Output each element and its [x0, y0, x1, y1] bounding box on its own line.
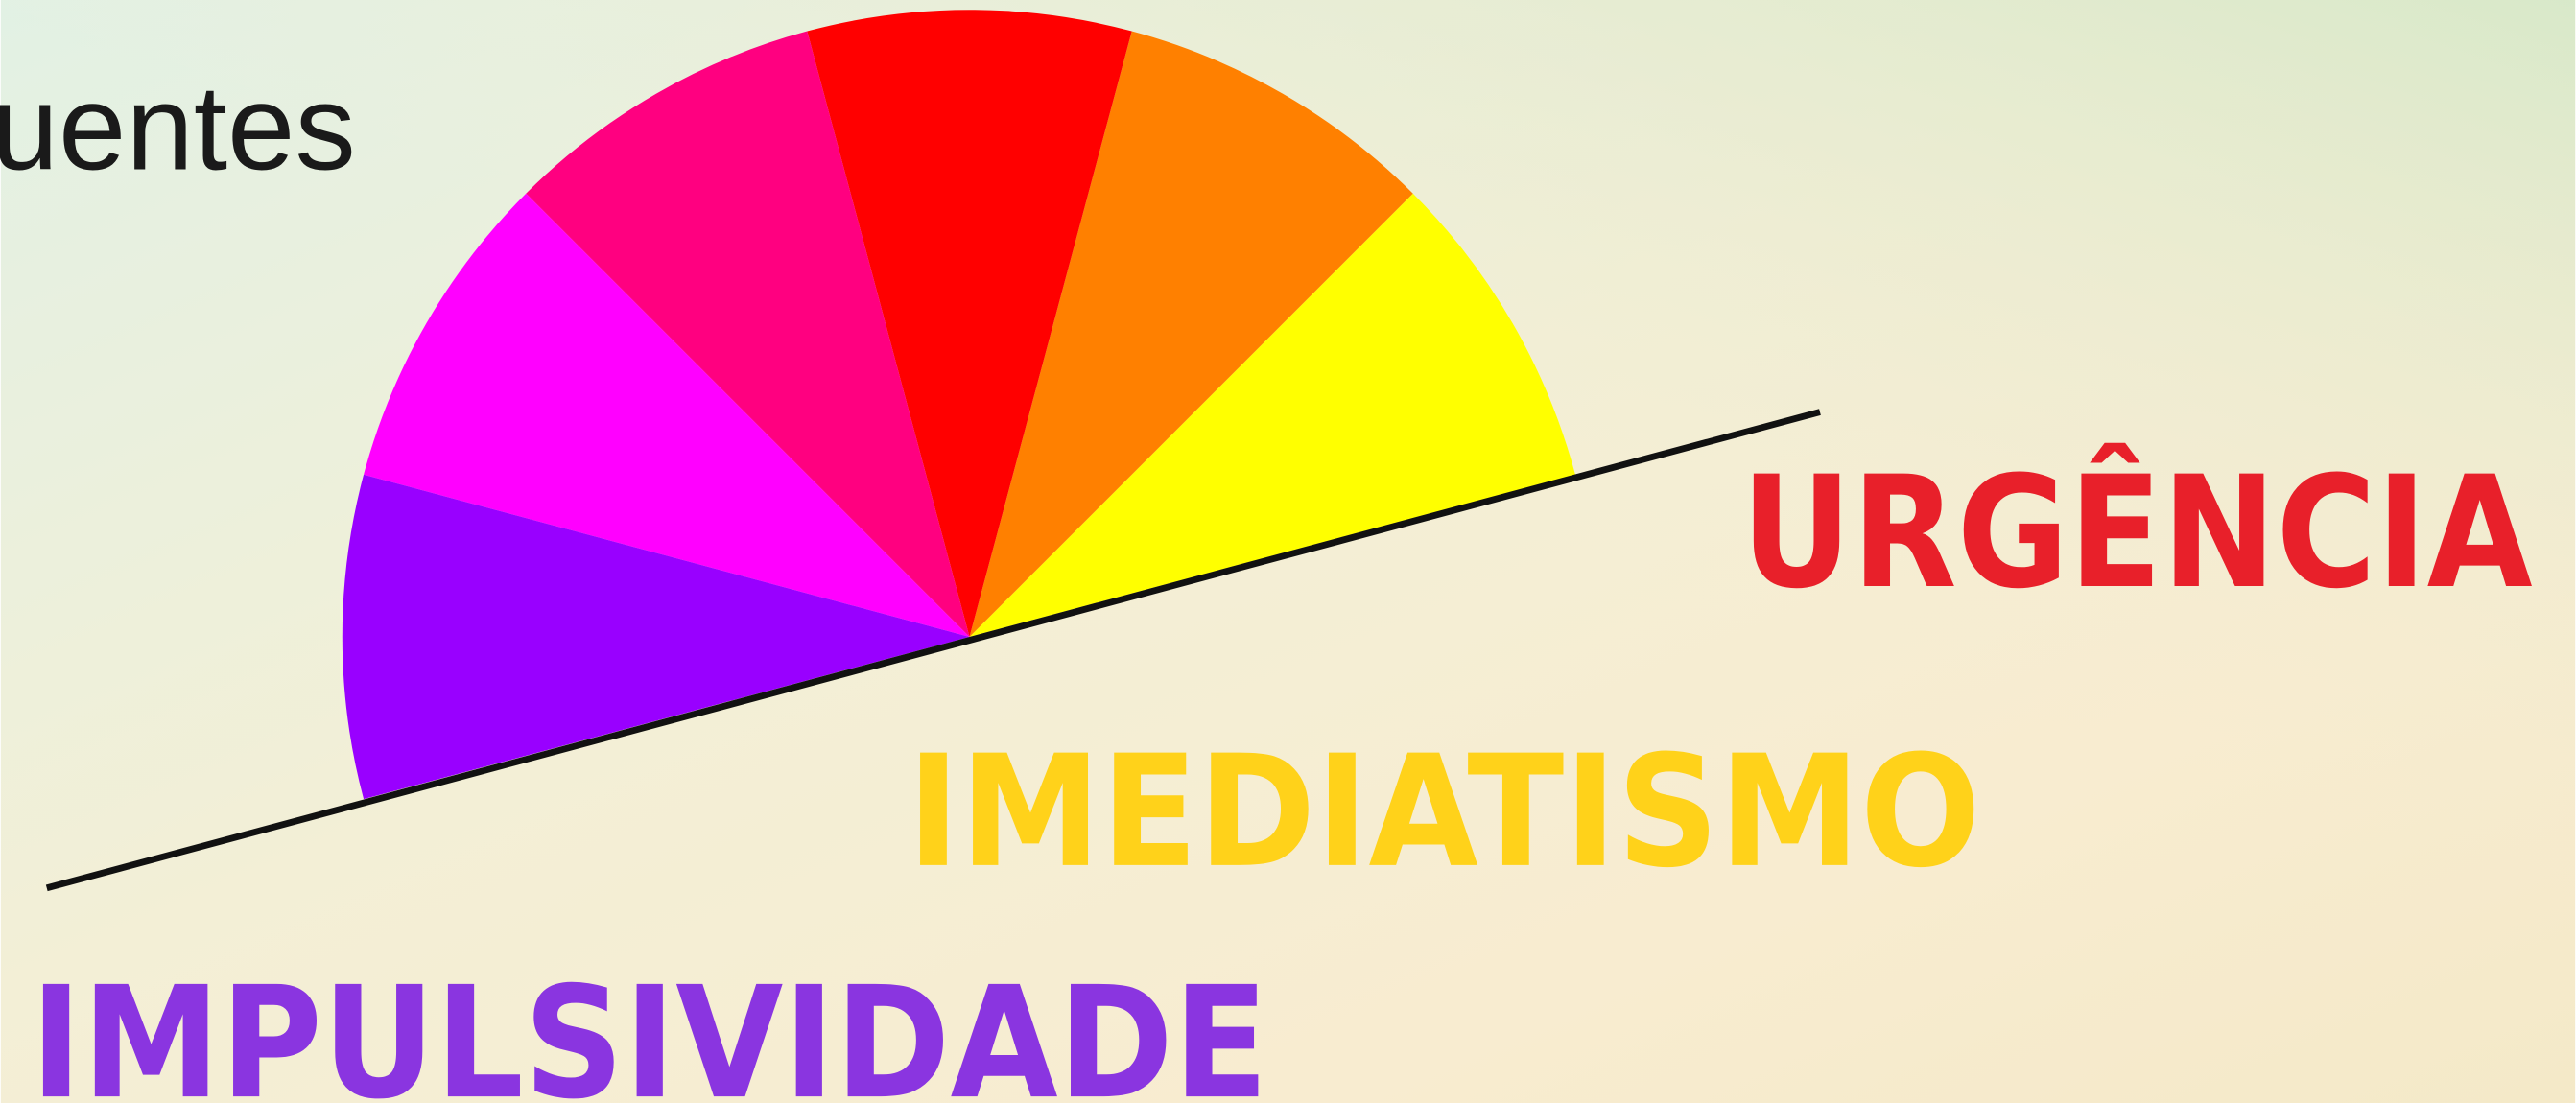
urgency-label: URGÊNCIA: [1741, 443, 2533, 622]
page: {"heading_fragment": "uentes", "labels":…: [0, 0, 2576, 1103]
heading-fragment: uentes: [0, 59, 356, 195]
immediacy-label: IMEDIATISMO: [907, 722, 1980, 902]
impulsivity-label: IMPULSIVIDADE: [31, 953, 1268, 1103]
slide: uentes URGÊNCIA IMEDIATISMO IMPULSIVIDAD…: [0, 0, 2576, 1103]
